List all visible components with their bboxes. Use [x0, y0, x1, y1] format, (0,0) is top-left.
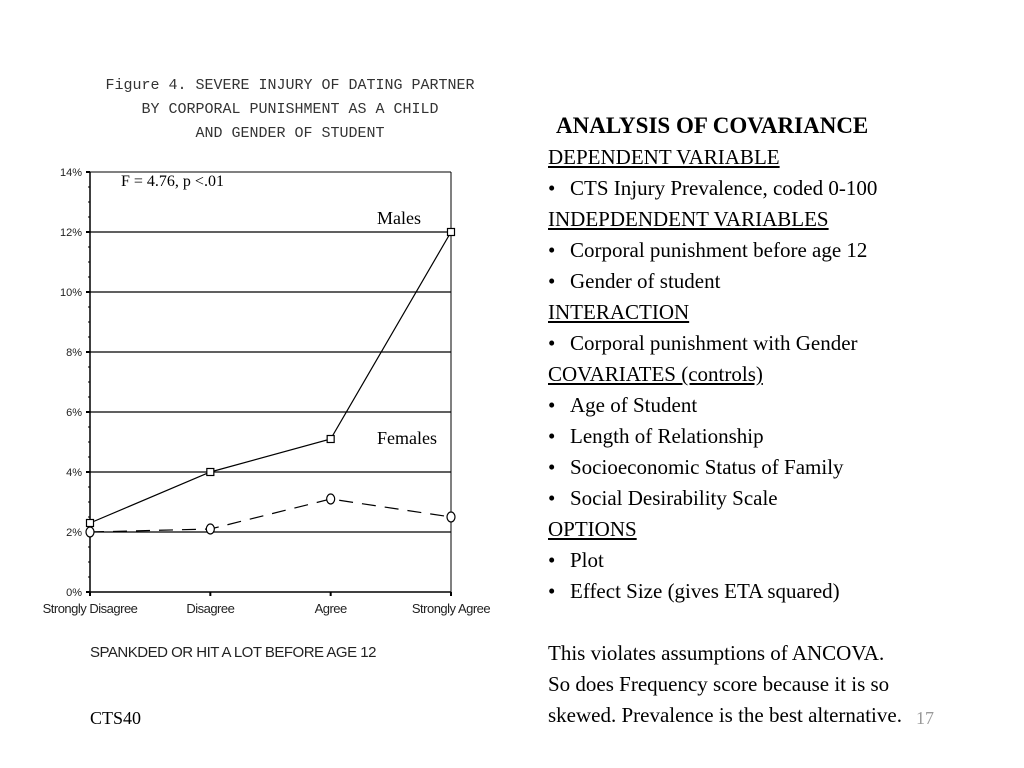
note-line-1: This violates assumptions of ANCOVA.: [548, 641, 885, 665]
series-line-females: [89, 498, 452, 533]
y-tick-label: 12%: [60, 227, 82, 239]
section-covariates: COVARIATES (controls): [548, 362, 763, 386]
x-tick-label: Strongly Agree: [412, 601, 491, 616]
x-tick-label: Disagree: [186, 601, 234, 616]
line-chart: 0% 2% 4% 6% 8% 10% 12% 14% Strongly Disagree Disa…: [43, 167, 491, 616]
data-point-males: [326, 434, 335, 444]
y-tick-label: 2%: [66, 527, 82, 539]
note-text: This violates assumptions of ANCOVA. So …: [548, 638, 1018, 731]
y-tick-label: 8%: [66, 347, 82, 359]
chart-title-line-3: AND GENDER OF STUDENT: [195, 125, 385, 142]
bullet-relationship-length: • Length of Relationship: [548, 424, 764, 448]
series-label-males: Males: [377, 208, 421, 228]
bullet-gender: • Gender of student: [548, 269, 721, 293]
slide-number: 17: [916, 708, 934, 728]
panel-lines: DEPENDENT VARIABLE • CTS Injury Prevalenc…: [548, 142, 1018, 607]
note-line-3: skewed. Prevalence is the best alternati…: [548, 703, 902, 727]
y-tick-label: 10%: [60, 287, 82, 299]
data-point-females: [85, 526, 95, 538]
y-tick-label: 0%: [66, 587, 82, 599]
bullet-interaction: • Corporal punishment with Gender: [548, 331, 858, 355]
bullet-age: • Age of Student: [548, 393, 698, 417]
section-independent-variables: INDEPDENDENT VARIABLES: [548, 207, 829, 231]
panel-heading: ANALYSIS OF COVARIANCE: [556, 113, 869, 138]
analysis-panel: ANALYSIS OF COVARIANCE DEPENDENT VARIABL…: [548, 110, 1018, 731]
data-point-males: [446, 227, 456, 237]
bullet-plot: • Plot: [548, 548, 604, 572]
x-axis-label: SPANKDED OR HIT A LOT BEFORE AGE 12: [90, 644, 376, 661]
data-point-males: [206, 467, 215, 477]
chart-title-line-2: BY CORPORAL PUNISHMENT AS A CHILD: [141, 101, 439, 118]
bullet-ses: • Socioeconomic Status of Family: [548, 455, 844, 479]
bullet-effect-size: • Effect Size (gives ETA squared): [548, 579, 840, 603]
y-tick-label: 6%: [66, 407, 82, 419]
section-dependent-variable: DEPENDENT VARIABLE: [548, 145, 780, 169]
chart-title-line-1: Figure 4. SEVERE INJURY OF DATING PARTNE…: [105, 77, 475, 94]
bullet-injury-prevalence: • CTS Injury Prevalence, coded 0-100: [548, 176, 878, 200]
note-line-2: So does Frequency score because it is so: [548, 672, 890, 696]
x-tick-label: Strongly Disagree: [43, 601, 138, 616]
data-point-females: [205, 523, 215, 535]
bullet-corporal-punishment: • Corporal punishment before age 12: [548, 238, 868, 262]
footer-left: CTS40: [90, 708, 142, 728]
annotation-f-statistic: F = 4.76, p <.01: [121, 173, 224, 190]
section-interaction: INTERACTION: [548, 300, 690, 324]
x-tick-label: Agree: [315, 601, 347, 616]
bullet-social-desirability: • Social Desirability Scale: [548, 486, 778, 510]
data-point-females: [326, 493, 336, 505]
chart-title: Figure 4. SEVERE INJURY OF DATING PARTNE…: [30, 74, 550, 146]
section-options: OPTIONS: [548, 517, 637, 541]
data-point-females: [446, 511, 456, 523]
data-point-males: [85, 518, 95, 528]
y-tick-label: 4%: [66, 467, 82, 479]
series-label-females: Females: [377, 428, 437, 448]
y-tick-label: 14%: [60, 167, 82, 179]
series-line-males: [89, 231, 452, 524]
